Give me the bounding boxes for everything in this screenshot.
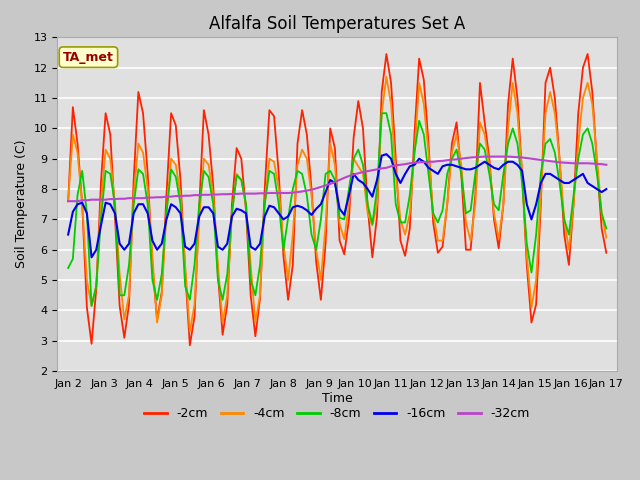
Title: Alfalfa Soil Temperatures Set A: Alfalfa Soil Temperatures Set A <box>209 15 465 33</box>
X-axis label: Time: Time <box>322 392 353 405</box>
Y-axis label: Soil Temperature (C): Soil Temperature (C) <box>15 140 28 268</box>
Text: TA_met: TA_met <box>63 51 114 64</box>
Legend: -2cm, -4cm, -8cm, -16cm, -32cm: -2cm, -4cm, -8cm, -16cm, -32cm <box>140 402 535 425</box>
